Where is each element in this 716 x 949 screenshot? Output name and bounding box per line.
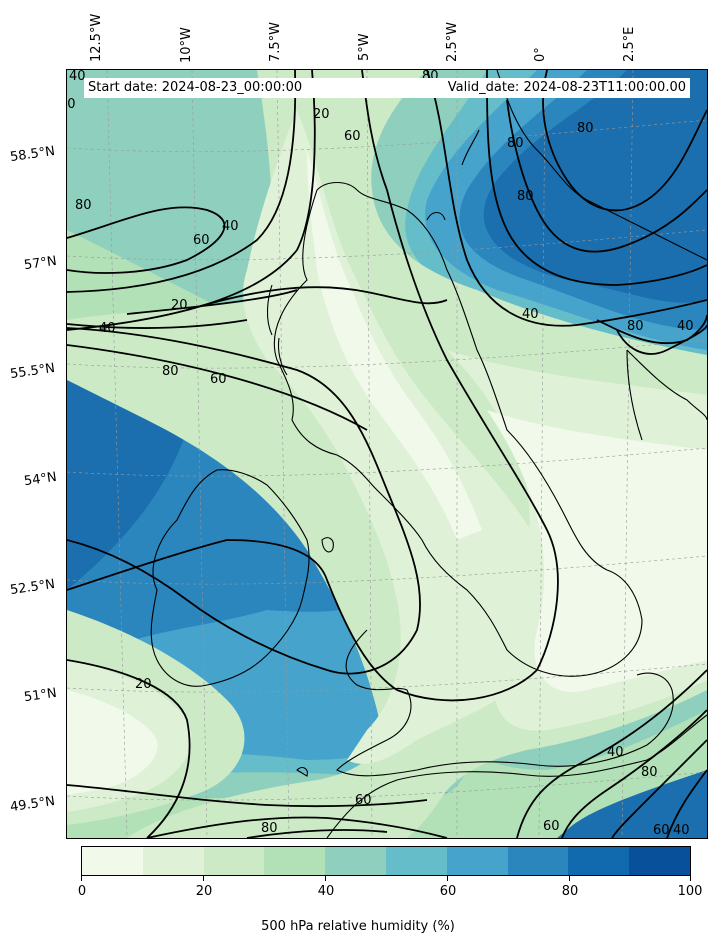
lat-label-57n: 57°N [23, 253, 58, 274]
colorbar-swatch [507, 847, 569, 875]
colorbar-swatch [203, 847, 265, 875]
valid-date-label: Valid_date: 2024-08-23T11:00:00.00 [447, 80, 686, 95]
lat-label-54n: 54°N [23, 469, 58, 490]
colorbar-tick [569, 876, 570, 881]
contour-label: 40 [222, 219, 239, 234]
contour-label: 60 [67, 97, 76, 112]
contour-label: 60 [344, 129, 361, 144]
contour-label: 80 [627, 319, 644, 334]
colorbar-tick-label: 100 [677, 884, 703, 899]
lat-label-58.5n: 58.5°N [9, 143, 56, 166]
run-info-bar: Start date: 2024-08-23_00:00:00 Valid_da… [84, 78, 690, 98]
start-date-label: Start date: 2024-08-23_00:00:00 [88, 80, 303, 95]
lon-label-0: 0° [533, 47, 548, 62]
contour-label: 60 [543, 819, 560, 834]
colorbar-swatch [385, 847, 447, 875]
contour-label: 40 [522, 307, 539, 322]
contour-label: 20 [313, 107, 330, 122]
contour-label: 80 [517, 189, 534, 204]
colorbar-swatch [264, 847, 326, 875]
contour-label: 60 [653, 823, 670, 838]
contour-label: 80 [162, 364, 179, 379]
colorbar [81, 846, 691, 876]
lon-label-2.5e: 2.5°E [622, 26, 637, 62]
colorbar-swatch [325, 847, 386, 875]
contour-label: 20 [171, 298, 188, 313]
contour-label: 20 [135, 677, 152, 692]
contour-label: 60 [355, 793, 372, 808]
colorbar-tick [325, 876, 326, 881]
contour-label-group: 40 60 80 20 60 80 80 80 80 60 40 20 40 8… [67, 70, 694, 838]
lon-label-2.5w: 2.5°W [445, 21, 460, 62]
lat-label-52.5n: 52.5°N [9, 576, 56, 599]
lat-label-55.5n: 55.5°N [9, 360, 56, 383]
lon-label-12.5w: 12.5°W [89, 13, 104, 62]
colorbar-title: 500 hPa relative humidity (%) [261, 919, 455, 934]
colorbar-swatch [142, 847, 204, 875]
humidity-band-0-sw [67, 690, 158, 795]
colorbar-tick [81, 876, 82, 881]
colorbar-tick-label: 40 [317, 884, 335, 899]
colorbar-tick [447, 876, 448, 881]
lat-label-49.5n: 49.5°N [9, 793, 56, 816]
contour-label: 80 [507, 136, 524, 151]
lon-label-5w: 5°W [357, 33, 372, 61]
colorbar-swatch [446, 847, 508, 875]
contour-label: 80 [75, 198, 92, 213]
contour-label: 40 [69, 70, 86, 84]
contour-label: 40 [99, 321, 116, 336]
colorbar-tick-label: 0 [77, 884, 87, 899]
contour-label: 80 [577, 121, 594, 136]
contour-label: 80 [261, 821, 278, 836]
contour-label: 60 [193, 233, 210, 248]
lat-label-51n: 51°N [23, 685, 58, 706]
contour-lines [67, 70, 707, 838]
colorbar-tick-label: 20 [195, 884, 213, 899]
colorbar-tick-label: 80 [561, 884, 579, 899]
humidity-map: 40 60 80 20 60 80 80 80 80 60 40 20 40 8… [67, 70, 707, 838]
colorbar-tick-label: 60 [439, 884, 457, 899]
colorbar-tick [690, 876, 691, 881]
coastlines [150, 70, 707, 838]
colorbar-swatch [629, 847, 690, 875]
colorbar-swatch [82, 847, 143, 875]
contour-label: 40 [607, 745, 624, 760]
graticule [67, 70, 707, 838]
colorbar-swatch [568, 847, 630, 875]
humidity-band-0 [307, 150, 482, 540]
contour-label: 40 [677, 319, 694, 334]
map-panel[interactable]: 40 60 80 20 60 80 80 80 80 60 40 20 40 8… [66, 69, 708, 839]
contour-label: 60 [210, 372, 227, 387]
colorbar-tick [203, 876, 204, 881]
lon-label-7.5w: 7.5°W [268, 21, 283, 62]
contour-label: 40 [673, 823, 690, 838]
lon-label-10w: 10°W [179, 27, 194, 63]
contour-label: 80 [641, 765, 658, 780]
